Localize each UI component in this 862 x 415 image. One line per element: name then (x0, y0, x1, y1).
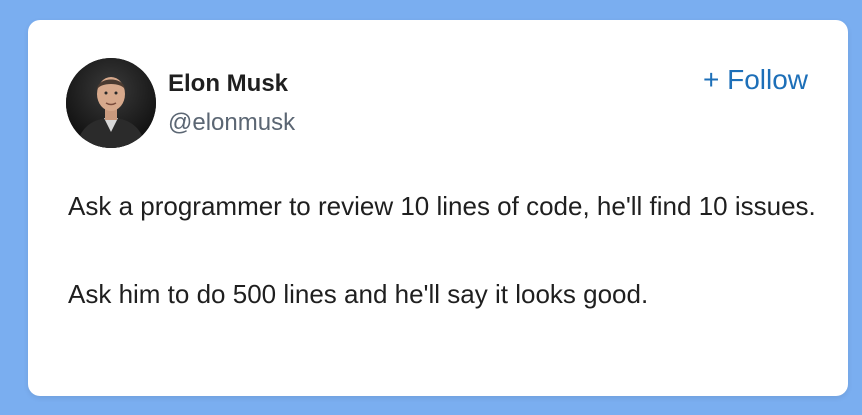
follow-button[interactable]: + Follow (702, 64, 808, 95)
post-card: Elon Musk @elonmusk + Follow Ask a progr… (28, 20, 848, 396)
author-handle[interactable]: @elonmusk (168, 109, 296, 136)
post-text-line: Ask a programmer to review 10 lines of c… (68, 191, 816, 221)
avatar[interactable] (66, 58, 156, 148)
paragraph-gap (68, 226, 828, 274)
post-text: Ask a programmer to review 10 lines of c… (68, 186, 828, 314)
author-name[interactable]: Elon Musk (168, 70, 289, 97)
profile-photo-icon (66, 58, 156, 148)
post-text-line: Ask him to do 500 lines and he'll say it… (68, 279, 649, 309)
